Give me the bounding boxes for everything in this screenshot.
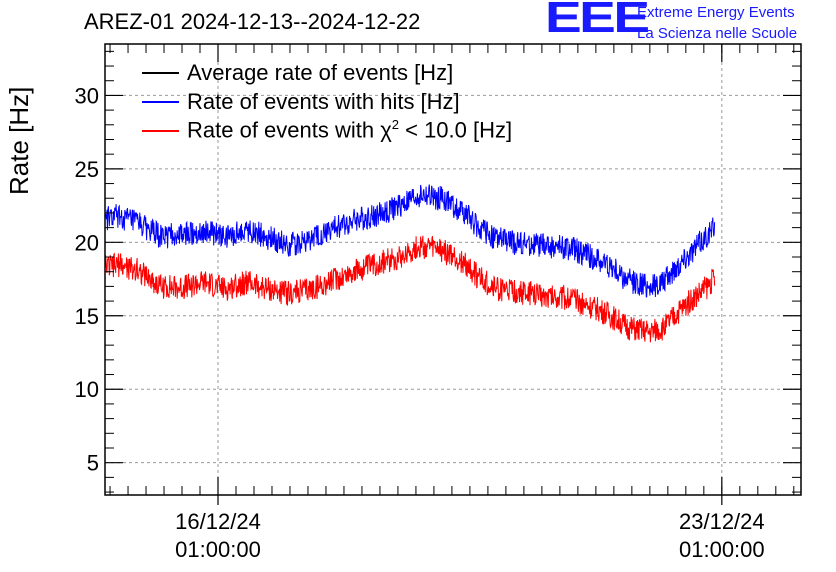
y-tick-label: 30 <box>75 83 99 108</box>
legend-label-chi2: Rate of events with χ2 < 10.0 [Hz] <box>187 117 512 143</box>
series-line-1 <box>104 184 716 298</box>
legend-swatch-blue <box>142 100 179 103</box>
legend-swatch-red <box>142 129 179 132</box>
y-tick-label: 5 <box>87 451 99 476</box>
x-tick-label-time: 01:00:00 <box>175 537 261 562</box>
y-tick-label: 15 <box>75 304 99 329</box>
y-tick-label: 25 <box>75 157 99 182</box>
legend-entry-chi2: Rate of events with χ2 < 10.0 [Hz] <box>142 116 512 145</box>
legend: Average rate of events [Hz] Rate of even… <box>142 58 512 145</box>
y-tick-label: 10 <box>75 377 99 402</box>
y-axis-label: Rate [Hz] <box>4 86 34 195</box>
eee-logo: EEE <box>545 0 650 42</box>
x-axis: 16/12/24 01:00:00 23/12/24 01:00:00 <box>109 44 795 562</box>
y-tick-label: 20 <box>75 230 99 255</box>
legend-label-chi2-prefix: Rate of events with χ <box>187 117 392 143</box>
legend-label-hits: Rate of events with hits [Hz] <box>187 88 460 114</box>
x-tick-label-date: 16/12/24 <box>175 509 261 534</box>
chart-title: AREZ-01 2024-12-13--2024-12-22 <box>84 9 421 34</box>
series-line-2 <box>104 235 716 343</box>
legend-label-chi2-sup: 2 <box>391 117 399 133</box>
x-tick-label-date: 23/12/24 <box>679 509 765 534</box>
logo-line-2: La Scienza nelle Scuole <box>637 25 798 42</box>
plot-frame <box>104 43 802 496</box>
logo-line-1: Extreme Energy Events <box>637 4 795 21</box>
data-series <box>104 184 716 343</box>
legend-swatch-black <box>142 71 179 74</box>
x-tick-label-time: 01:00:00 <box>679 537 765 562</box>
logo-caption: Extreme Energy Events La Scienza nelle S… <box>637 2 797 44</box>
legend-entry-average: Average rate of events [Hz] <box>142 58 512 87</box>
y-axis: 5 10 15 20 25 30 <box>75 50 801 493</box>
legend-label-average: Average rate of events [Hz] <box>187 59 454 85</box>
legend-label-chi2-suffix: < 10.0 [Hz] <box>399 117 513 143</box>
legend-entry-hits: Rate of events with hits [Hz] <box>142 87 512 116</box>
